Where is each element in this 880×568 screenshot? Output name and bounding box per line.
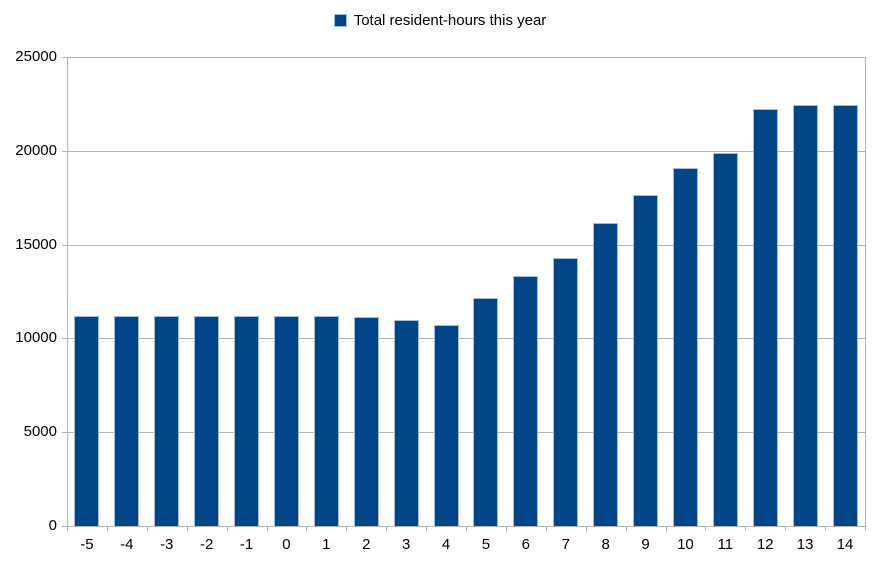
x-axis-tick	[506, 526, 507, 531]
x-axis-tick	[306, 526, 307, 531]
legend: Total resident-hours this year	[0, 12, 880, 29]
legend-marker-icon	[333, 14, 347, 27]
x-axis-tick	[745, 526, 746, 531]
bar	[713, 153, 738, 526]
x-tick-label: -5	[80, 536, 94, 553]
grid-line	[67, 151, 865, 152]
bar	[593, 223, 618, 526]
bar	[114, 316, 139, 526]
plot-right-border	[865, 57, 866, 527]
x-axis-tick	[666, 526, 667, 531]
x-tick-label: 0	[282, 536, 291, 553]
x-axis-tick	[785, 526, 786, 531]
y-tick-label: 15000	[15, 236, 57, 253]
x-axis-tick	[466, 526, 467, 531]
y-tick-label: 10000	[15, 329, 57, 346]
bar	[793, 105, 818, 526]
x-axis-tick	[546, 526, 547, 531]
y-tick-label: 25000	[15, 48, 57, 65]
bar	[274, 316, 299, 526]
x-tick-label: 13	[796, 536, 814, 553]
bar	[234, 316, 259, 526]
x-tick-label: 14	[836, 536, 854, 553]
x-tick-label: 6	[521, 536, 530, 553]
x-tick-label: -1	[239, 536, 254, 553]
x-tick-label: 5	[481, 536, 491, 553]
y-axis-tick	[62, 338, 67, 339]
bar	[513, 276, 538, 526]
bar	[394, 320, 419, 526]
bar	[314, 316, 339, 526]
bar	[194, 316, 219, 526]
x-axis-line	[62, 526, 866, 527]
bar	[354, 317, 379, 526]
x-axis-tick	[426, 526, 427, 531]
x-axis-tick	[147, 526, 148, 531]
x-axis-tick	[626, 526, 627, 531]
y-tick-label: 5000	[23, 423, 57, 440]
bar	[753, 109, 778, 526]
x-tick-label: 10	[677, 536, 694, 553]
x-axis-tick	[705, 526, 706, 531]
x-axis-tick	[386, 526, 387, 531]
grid-line	[67, 338, 865, 339]
x-tick-label: 3	[401, 536, 411, 553]
x-tick-label: 7	[561, 536, 570, 553]
y-tick-label: 0	[48, 517, 57, 534]
x-tick-label: -3	[160, 536, 174, 553]
x-tick-label: 9	[641, 536, 650, 553]
x-tick-label: 1	[322, 536, 331, 553]
grid-line	[67, 245, 865, 246]
x-axis-tick	[267, 526, 268, 531]
bar	[473, 298, 498, 526]
bar	[833, 105, 858, 526]
y-axis-tick	[62, 245, 67, 246]
x-tick-label: 8	[601, 536, 610, 553]
legend-label: Total resident-hours this year	[353, 12, 547, 29]
x-axis-tick	[346, 526, 347, 531]
y-axis-tick	[62, 151, 67, 152]
bar	[74, 316, 99, 526]
bar	[673, 168, 698, 526]
x-tick-label: 2	[362, 536, 371, 553]
y-tick-label: 20000	[15, 142, 57, 159]
bar	[633, 195, 658, 526]
x-axis-tick	[227, 526, 228, 531]
x-axis-tick	[187, 526, 188, 531]
x-tick-label: 11	[717, 536, 734, 553]
bar	[553, 258, 578, 526]
x-axis-tick	[865, 526, 866, 531]
x-axis-tick	[107, 526, 108, 531]
x-tick-label: 4	[441, 536, 451, 553]
y-axis-line	[67, 57, 68, 527]
x-tick-label: -4	[120, 536, 134, 553]
y-axis-tick	[62, 57, 67, 58]
y-axis-tick	[62, 432, 67, 433]
x-axis-tick	[825, 526, 826, 531]
x-axis-tick	[67, 526, 68, 531]
x-tick-label: 12	[756, 536, 774, 553]
x-axis-tick	[586, 526, 587, 531]
grid-line	[67, 57, 865, 58]
x-tick-label: -2	[199, 536, 214, 553]
bar	[154, 316, 179, 526]
bar	[434, 325, 459, 526]
grid-line	[67, 432, 865, 433]
